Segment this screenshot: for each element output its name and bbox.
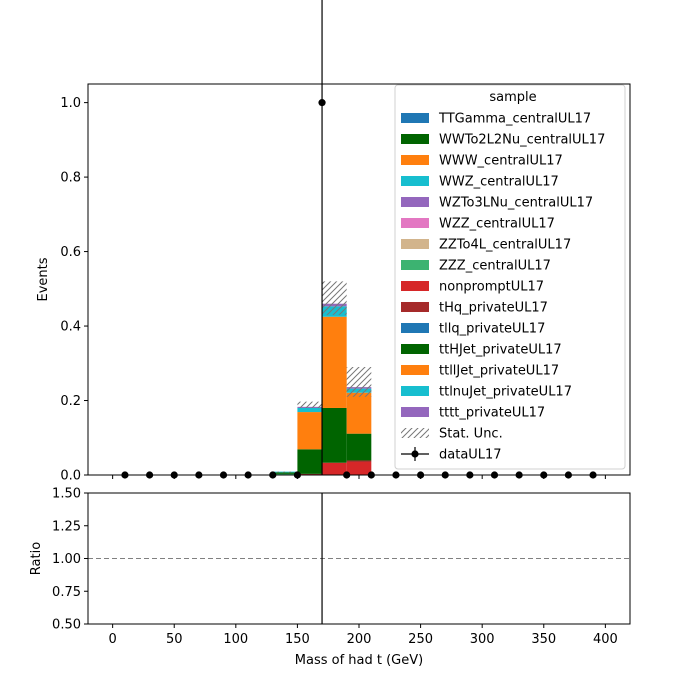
legend-swatch xyxy=(401,302,429,312)
x-tick-label: 400 xyxy=(593,632,618,647)
x-tick-label: 350 xyxy=(531,632,556,647)
legend-swatch xyxy=(401,239,429,249)
y-tick-label: 0.8 xyxy=(60,171,81,186)
legend-label-data: dataUL17 xyxy=(439,448,502,463)
legend-label: TTGamma_centralUL17 xyxy=(438,112,591,127)
x-tick-label: 250 xyxy=(408,632,433,647)
ratio-y-tick-label: 1.25 xyxy=(52,519,81,534)
legend-label: tHq_privateUL17 xyxy=(439,301,548,316)
ratio-y-tick-label: 1.00 xyxy=(52,552,81,567)
legend-title: sample xyxy=(489,90,536,105)
x-tick-label: 200 xyxy=(347,632,372,647)
legend-label: ttHJet_privateUL17 xyxy=(439,343,562,358)
legend-label: WZZ_centralUL17 xyxy=(439,217,555,232)
legend-label: ZZZ_centralUL17 xyxy=(439,259,551,274)
legend-swatch xyxy=(401,113,429,123)
y-tick-label: 0.4 xyxy=(60,320,81,335)
legend-label: nonpromptUL17 xyxy=(439,280,544,295)
legend-box xyxy=(394,84,626,470)
bar-segment xyxy=(297,449,323,474)
legend-label: WWW_centralUL17 xyxy=(439,154,563,169)
x-tick-label: 100 xyxy=(223,632,248,647)
legend-label: WWTo2L2Nu_centralUL17 xyxy=(439,133,605,148)
legend-swatch xyxy=(401,176,429,186)
x-tick-label: 50 xyxy=(166,632,183,647)
ratio-y-tick-label: 1.50 xyxy=(52,487,81,502)
bar-segment xyxy=(346,433,372,461)
legend-label: WZTo3LNu_centralUL17 xyxy=(439,196,593,211)
legend-swatch xyxy=(401,218,429,228)
bar-segment xyxy=(322,316,347,408)
ratio-y-tick-label: 0.50 xyxy=(52,618,81,633)
stat-unc-band xyxy=(297,401,323,408)
bar-segment xyxy=(322,462,347,475)
legend-label: ttllJet_privateUL17 xyxy=(439,364,559,379)
bar-segment xyxy=(297,473,323,475)
bar-segment xyxy=(272,472,298,474)
y-tick-label: 0.0 xyxy=(60,469,81,484)
bar-segment xyxy=(346,392,372,434)
legend-label: ZZTo4L_centralUL17 xyxy=(439,238,571,253)
x-tick-label: 0 xyxy=(108,632,116,647)
legend-swatch xyxy=(401,323,429,333)
x-tick-label: 300 xyxy=(470,632,495,647)
y-axis-label: Events xyxy=(36,257,51,301)
y-tick-label: 0.2 xyxy=(60,394,81,409)
x-tick-label: 150 xyxy=(285,632,310,647)
bar-segment xyxy=(297,407,323,413)
legend-swatch-stat-unc xyxy=(401,428,429,438)
legend-swatch xyxy=(401,344,429,354)
bar-segment xyxy=(346,461,372,475)
legend-label-stat-unc: Stat. Unc. xyxy=(439,427,503,442)
legend-swatch xyxy=(401,260,429,270)
legend-swatch xyxy=(401,134,429,144)
legend-swatch xyxy=(401,407,429,417)
ratio-y-axis-label: Ratio xyxy=(29,542,44,575)
bar-segment xyxy=(297,412,323,450)
x-axis-label: Mass of had t (GeV) xyxy=(295,653,423,668)
legend-label: tttt_privateUL17 xyxy=(439,406,545,421)
stat-unc-band xyxy=(322,281,347,315)
legend-swatch xyxy=(401,197,429,207)
y-tick-label: 1.0 xyxy=(60,96,81,111)
legend-swatch xyxy=(401,281,429,291)
legend-label: tllq_privateUL17 xyxy=(439,322,545,337)
bar-segment xyxy=(346,460,372,462)
legend-label: ttlnuJet_privateUL17 xyxy=(439,385,572,400)
legend-data-marker xyxy=(411,450,419,458)
legend-swatch xyxy=(401,155,429,165)
legend-label: WWZ_centralUL17 xyxy=(439,175,559,190)
bar-segment xyxy=(322,407,347,463)
bar-segment xyxy=(272,473,298,475)
legend-swatch xyxy=(401,386,429,396)
data-point xyxy=(318,99,326,107)
ratio-y-tick-label: 0.75 xyxy=(52,585,81,600)
stat-unc-band xyxy=(272,471,298,473)
legend-swatch xyxy=(401,365,429,375)
stat-unc-band xyxy=(346,367,372,397)
y-tick-label: 0.6 xyxy=(60,245,81,260)
